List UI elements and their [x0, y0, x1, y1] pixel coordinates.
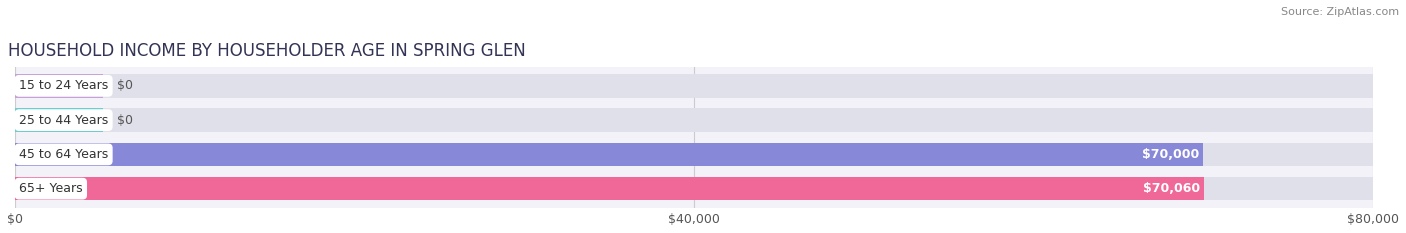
Bar: [15, 177, 1205, 200]
Bar: [15, 74, 103, 97]
Text: HOUSEHOLD INCOME BY HOUSEHOLDER AGE IN SPRING GLEN: HOUSEHOLD INCOME BY HOUSEHOLDER AGE IN S…: [8, 42, 526, 60]
Text: Source: ZipAtlas.com: Source: ZipAtlas.com: [1281, 7, 1399, 17]
Text: $0: $0: [117, 79, 132, 92]
Text: $0: $0: [117, 114, 132, 127]
Text: $70,060: $70,060: [1143, 182, 1201, 195]
Bar: [15, 109, 1374, 132]
Text: 65+ Years: 65+ Years: [20, 182, 83, 195]
Bar: [15, 109, 103, 132]
Text: 25 to 44 Years: 25 to 44 Years: [20, 114, 108, 127]
Bar: [15, 143, 1374, 166]
Bar: [15, 177, 1374, 200]
Bar: [15, 74, 1374, 97]
Bar: [15, 143, 1204, 166]
Text: 15 to 24 Years: 15 to 24 Years: [20, 79, 108, 92]
Text: 45 to 64 Years: 45 to 64 Years: [20, 148, 108, 161]
Text: $70,000: $70,000: [1142, 148, 1199, 161]
